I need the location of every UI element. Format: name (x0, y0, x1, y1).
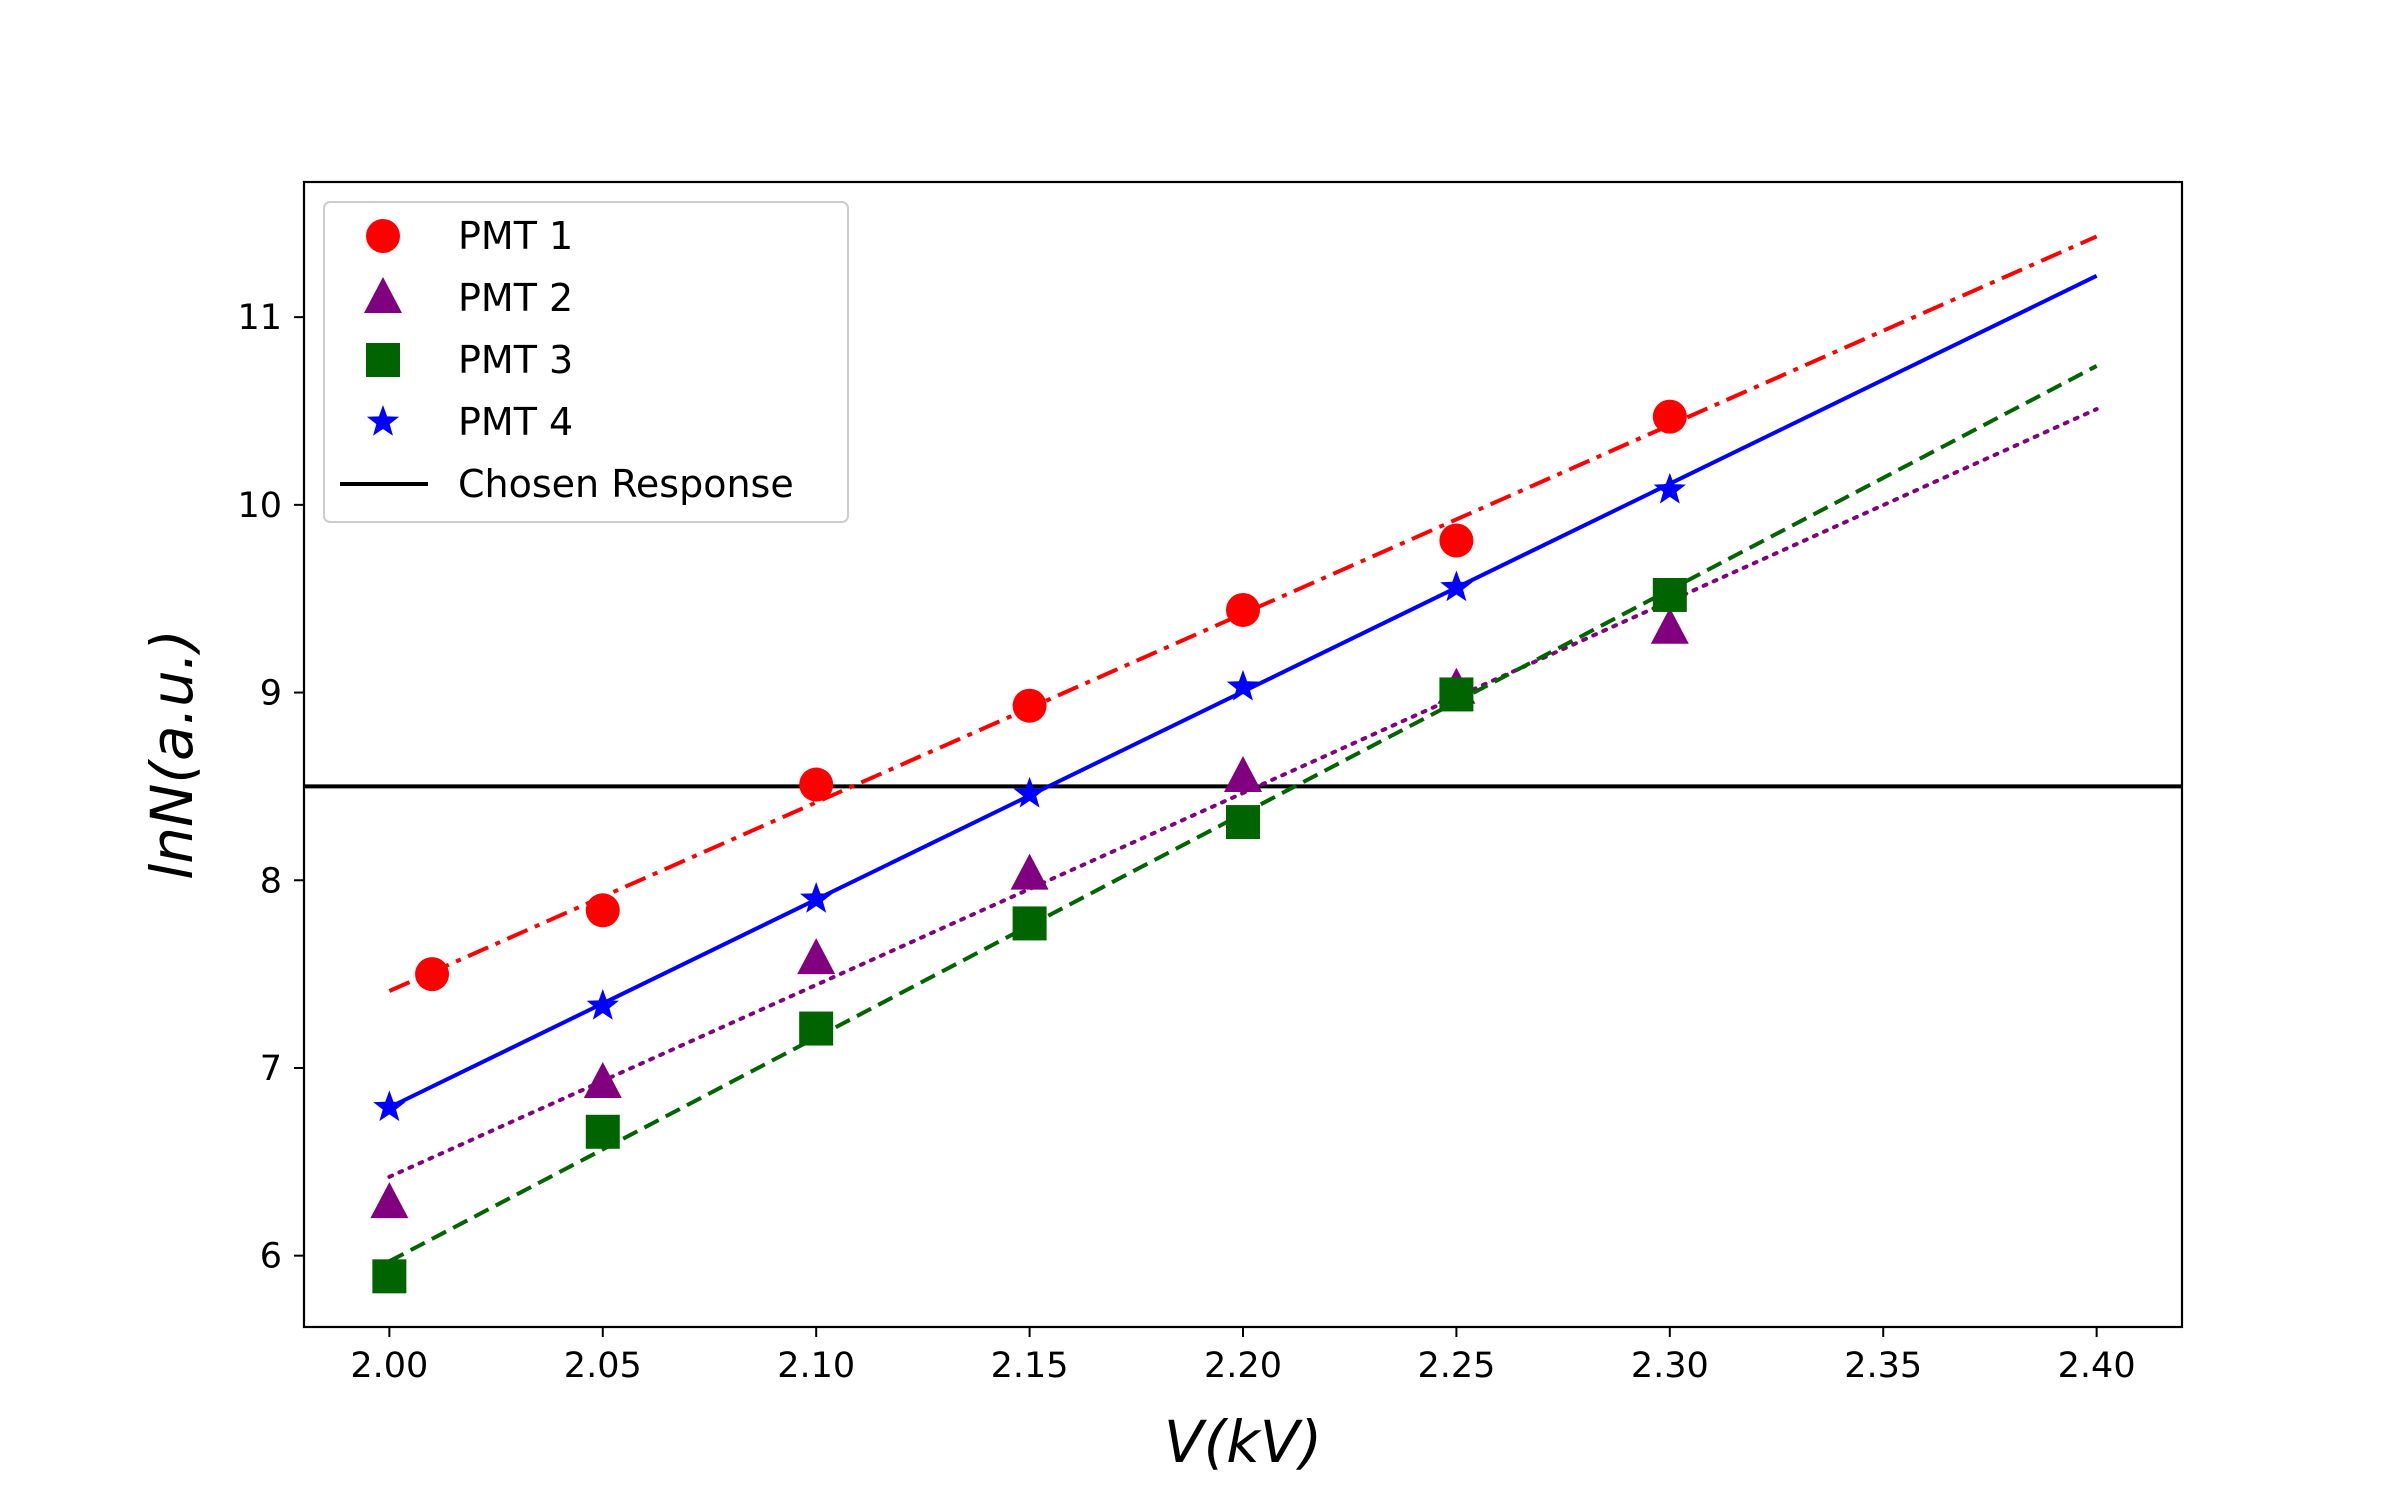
x-tick-label: 2.15 (991, 1346, 1069, 1386)
data-point-pmt-4-7 (1653, 472, 1686, 504)
data-point-pmt-2-4 (1010, 853, 1049, 890)
data-point-pmt-4-6 (1440, 570, 1473, 602)
fit-line-pmt-2 (387, 407, 2099, 1179)
legend-label-pmt-3: PMT 3 (458, 338, 573, 382)
legend-label-pmt-1: PMT 1 (458, 214, 573, 258)
data-point-pmt-3-2 (585, 1114, 620, 1149)
legend-label-chosen-response: Chosen Response (458, 462, 794, 506)
data-point-pmt-3-4 (1012, 906, 1047, 941)
data-point-pmt-2-5 (1224, 756, 1262, 793)
data-point-pmt-1-3 (799, 767, 834, 802)
x-tick-label: 2.05 (564, 1346, 642, 1386)
legend: PMT 1 PMT 2 PMT 3 PMT 4 Chosen Response (323, 201, 849, 523)
data-point-pmt-4-4 (1013, 776, 1046, 808)
data-point-pmt-1-2 (585, 893, 620, 928)
x-axis-ticks: 2.00 2.05 2.10 2.15 2.20 2.25 2.30 2.35 2.40 (350, 1327, 2136, 1386)
y-tick-label: 7 (260, 1049, 282, 1089)
x-axis-title: V(kV) (1164, 1408, 1322, 1476)
legend-label-pmt-4: PMT 4 (458, 400, 573, 444)
data-point-pmt-3-5 (1226, 805, 1260, 840)
x-tick-label: 2.00 (350, 1346, 428, 1386)
y-tick-label: 9 (260, 674, 282, 714)
data-point-pmt-3-1 (372, 1259, 407, 1294)
x-tick-label: 2.40 (2058, 1346, 2136, 1386)
data-point-pmt-3-7 (1652, 577, 1687, 612)
data-point-pmt-1-5 (1226, 592, 1260, 627)
data-point-pmt-4-1 (373, 1090, 406, 1122)
data-point-pmt-1-6 (1439, 523, 1474, 558)
data-points-layer (370, 399, 1689, 1294)
legend-marker-pmt-4 (366, 405, 400, 436)
data-point-pmt-1-1 (415, 957, 450, 992)
x-tick-label: 2.10 (777, 1346, 855, 1386)
y-tick-label: 11 (237, 298, 282, 338)
legend-marker-pmt-2 (364, 277, 402, 313)
x-tick-label: 2.20 (1204, 1346, 1282, 1386)
y-tick-label: 6 (260, 1237, 282, 1277)
data-point-pmt-4-2 (586, 989, 619, 1020)
data-point-pmt-2-2 (583, 1061, 622, 1098)
data-point-pmt-3-6 (1439, 677, 1474, 712)
data-point-pmt-1-7 (1652, 399, 1687, 434)
y-tick-label: 8 (260, 861, 282, 901)
legend-marker-pmt-3 (366, 343, 400, 377)
data-point-pmt-2-1 (370, 1182, 409, 1219)
data-point-pmt-2-7 (1650, 607, 1689, 644)
data-point-pmt-3-3 (799, 1011, 834, 1046)
y-tick-label: 10 (237, 486, 282, 526)
x-tick-label: 2.30 (1631, 1346, 1709, 1386)
x-tick-label: 2.35 (1844, 1346, 1922, 1386)
data-point-pmt-2-3 (797, 938, 836, 975)
data-point-pmt-4-3 (800, 882, 833, 913)
data-point-pmt-1-4 (1012, 688, 1047, 723)
y-axis-title: lnN(a.u.) (138, 629, 206, 880)
legend-label-pmt-2: PMT 2 (458, 276, 573, 320)
data-point-pmt-4-5 (1226, 669, 1260, 701)
x-tick-label: 2.25 (1417, 1346, 1495, 1386)
legend-box (323, 201, 849, 523)
legend-marker-pmt-1 (366, 219, 400, 253)
y-axis-ticks: 6 7 8 9 10 11 (237, 298, 304, 1277)
